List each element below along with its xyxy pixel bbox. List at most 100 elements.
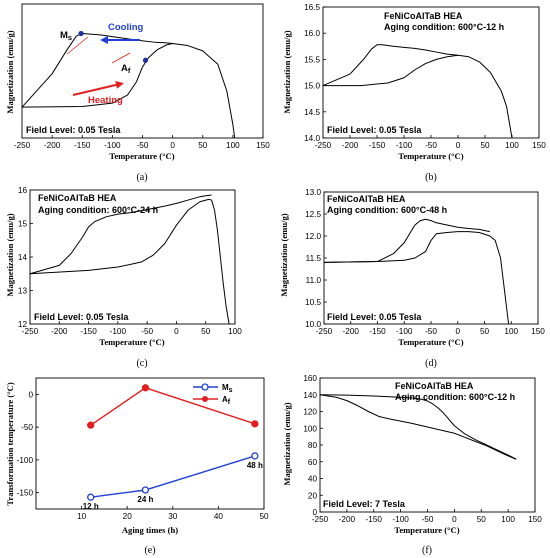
y-tick-label: 14.5	[304, 108, 320, 117]
x-tick-label: -250	[14, 141, 31, 150]
caption-f: (f)	[422, 545, 432, 556]
panel-c-title-line1: FeNiCoAlTaB HEA	[38, 193, 117, 203]
x-tick-label: 0	[170, 141, 175, 150]
y-tick-label: -50	[21, 423, 33, 432]
caption-b: (b)	[425, 172, 437, 183]
x-tick-label: 50	[198, 141, 208, 150]
panel-f: Magnetization (emu/g) -250 -200 -150 -100 -5…	[282, 374, 542, 556]
panel-a-field-note: Field Level: 0.05 Tesla	[26, 125, 121, 135]
y-tick-label: 13	[18, 287, 28, 296]
y-tick-label: 0	[28, 390, 33, 399]
x-tick-label: -250	[316, 327, 333, 336]
x-tick-label: 0	[455, 327, 460, 336]
panel-c-field-note: Field Level: 0.05 Tesla	[34, 312, 129, 322]
x-tick-label: 150	[531, 327, 545, 336]
x-tick-label: -100	[104, 141, 121, 150]
magnetization-curve-1	[323, 218, 490, 263]
ms-subscript: s	[68, 33, 72, 42]
data-point-af	[87, 421, 95, 429]
y-tick-label: 40	[308, 475, 318, 484]
panel-b-xlabel: Temperature (°C)	[398, 151, 463, 161]
data-point-ms	[141, 486, 150, 494]
x-tick-label: 0	[456, 141, 461, 150]
y-tick-label: 60	[308, 458, 318, 467]
y-tick-label: 10.0	[305, 320, 321, 329]
y-tick-label: 0	[312, 508, 317, 517]
panel-f-curves	[319, 394, 517, 460]
x-tick-label: -150	[369, 141, 386, 150]
y-tick-label: -100	[17, 456, 34, 465]
panel-d-title-line1: FeNiCoAlTaB HEA	[327, 194, 406, 204]
aging-time-label: 48 h	[247, 461, 263, 470]
x-tick-label: -50	[141, 327, 153, 336]
panel-a-ylabel: Magnetization (emu/g)	[5, 30, 15, 113]
x-tick-label: 50	[201, 327, 211, 336]
af-annotation: Af	[121, 63, 131, 75]
x-tick-label: -100	[396, 327, 413, 336]
x-tick-label: -200	[51, 327, 68, 336]
y-tick-label: 10.5	[305, 298, 321, 307]
x-tick-label: 150	[532, 141, 546, 150]
ms-tangent-line	[66, 36, 89, 55]
magnetization-curve-2	[21, 43, 236, 139]
y-tick-label: 14.0	[304, 134, 320, 143]
panel-b-title-line2: Aging condition: 600°C-12 h	[384, 22, 504, 32]
panel-f-title-line1: FeNiCoAlTaB HEA	[395, 381, 474, 391]
x-tick-label: -200	[343, 327, 360, 336]
heating-label: Heating	[88, 95, 123, 106]
y-tick-label: 140	[303, 391, 317, 400]
panel-c: Magnetization (emu/g) -250 -200 -150 -100 -5…	[5, 186, 242, 369]
caption-e: (e)	[144, 545, 155, 556]
caption-d: (d)	[425, 358, 437, 369]
y-tick-label: 16	[18, 186, 28, 195]
panel-d-ticks: -250 -200 -150 -100 -50 0 50 100 150 10.0 10.5 11.0…	[305, 188, 545, 336]
x-tick-label: 0	[452, 515, 457, 524]
panel-f-title-line2: Aging condition: 600°C-12 h	[395, 392, 515, 402]
x-tick-label: -50	[422, 515, 434, 524]
magnetization-curve-2	[323, 54, 513, 139]
legend-ms-label: Ms	[222, 383, 233, 394]
transition-marker	[78, 30, 84, 37]
panel-e-plot-area	[35, 377, 265, 510]
legend-af-marker	[202, 396, 208, 402]
x-tick-label: -100	[396, 141, 413, 150]
x-tick-label: 50	[480, 141, 490, 150]
y-tick-label: 16.5	[304, 3, 320, 12]
x-tick-label: -50	[137, 141, 149, 150]
magnetization-curve-2	[319, 394, 517, 460]
panel-f-field-note: Field Level: 7 Tesla	[323, 499, 406, 509]
x-tick-label: 100	[228, 327, 242, 336]
af-tangent-line	[111, 52, 131, 64]
data-point-af	[251, 420, 259, 428]
y-tick-label: 13.0	[305, 188, 321, 197]
panel-c-ylabel: Magnetization (emu/g)	[5, 213, 15, 296]
x-tick-label: -100	[110, 327, 127, 336]
x-tick-label: 10	[77, 512, 87, 521]
x-tick-label: 50	[480, 327, 490, 336]
y-tick-label: 160	[303, 374, 317, 383]
series-line-ms	[90, 455, 256, 498]
x-tick-label: 100	[504, 327, 518, 336]
magnetization-curve-1	[319, 394, 517, 460]
y-tick-label: 11.0	[306, 276, 322, 285]
ms-annotation: Ms	[60, 30, 72, 42]
magnetization-curve-1	[21, 32, 173, 108]
x-tick-label: -250	[315, 141, 332, 150]
panel-c-title-line2: Aging condition: 600°C-24 h	[38, 205, 158, 215]
panel-d: Magnetization (emu/g) -250 -200 -150 -100 -5…	[279, 188, 545, 369]
x-tick-label: -50	[425, 141, 437, 150]
panel-f-ylabel: Magnetization (emu/g)	[282, 402, 292, 485]
panel-d-xlabel: Temperature (°C)	[398, 337, 463, 347]
panel-a-xlabel: Temperature (°C)	[109, 151, 174, 161]
panel-b-ylabel: Magnetization (emu/g)	[282, 30, 292, 113]
panel-e-ylabel: Transformation temperature (°C)	[5, 382, 15, 506]
transition-marker	[142, 57, 149, 63]
magnetization-curve-2	[29, 198, 230, 325]
y-tick-label: 15.5	[304, 55, 320, 64]
x-tick-label: -200	[44, 141, 61, 150]
heating-arrow	[72, 81, 124, 96]
caption-a: (a)	[136, 172, 147, 183]
x-tick-label: 150	[528, 515, 542, 524]
af-letter: A	[121, 63, 128, 74]
ms-letter: M	[60, 30, 68, 41]
